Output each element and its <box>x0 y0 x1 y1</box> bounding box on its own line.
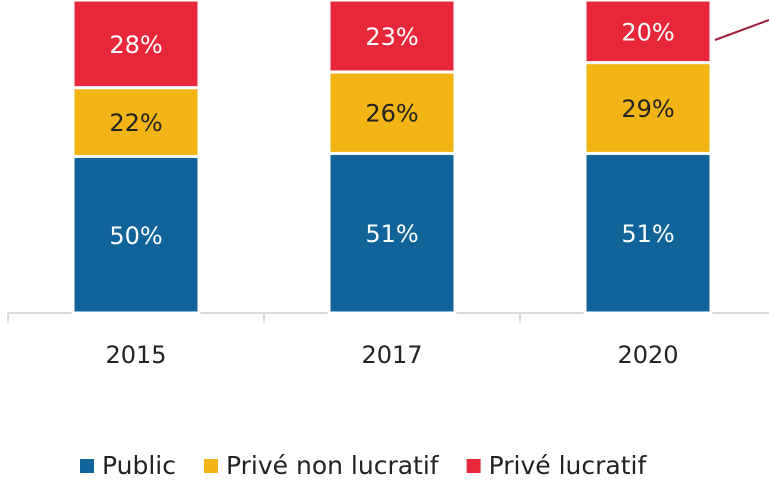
data-label: 22% <box>109 109 162 137</box>
legend-swatch <box>204 459 218 473</box>
x-tick-label: 2017 <box>361 341 422 369</box>
legend-label: Privé lucratif <box>489 451 648 480</box>
bar-segment <box>583 61 713 155</box>
bar-segment <box>327 0 457 74</box>
bar-segment <box>71 0 201 90</box>
data-label: 29% <box>621 95 674 123</box>
bar-segment <box>71 155 201 315</box>
data-label: 28% <box>109 31 162 59</box>
legend-swatch <box>466 459 481 473</box>
data-label: 23% <box>365 23 418 51</box>
legend-label: Privé non lucratif <box>226 451 440 480</box>
x-tick-label: 2015 <box>105 341 166 369</box>
bar-segment <box>583 0 713 65</box>
data-label: 50% <box>109 222 162 250</box>
legend-swatch <box>80 459 94 473</box>
bar-segment <box>327 70 457 155</box>
data-label: 51% <box>621 220 674 248</box>
data-label: 51% <box>365 220 418 248</box>
data-label: 26% <box>365 100 418 128</box>
x-tick-label: 2020 <box>617 341 678 369</box>
bar-segment <box>327 151 457 315</box>
bar-segment <box>583 151 713 315</box>
data-label: 20% <box>621 18 674 46</box>
annotation-arrow <box>714 19 769 41</box>
legend-label: Public <box>102 451 176 480</box>
